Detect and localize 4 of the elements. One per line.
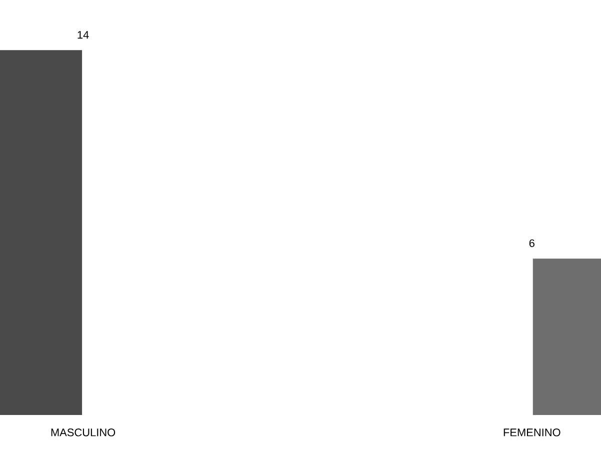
x-tick-label: FEMENINO	[504, 428, 560, 436]
data-label: 14	[78, 31, 89, 39]
x-tick-label: MASCULINO	[51, 428, 116, 436]
data-label: 6	[529, 239, 534, 248]
